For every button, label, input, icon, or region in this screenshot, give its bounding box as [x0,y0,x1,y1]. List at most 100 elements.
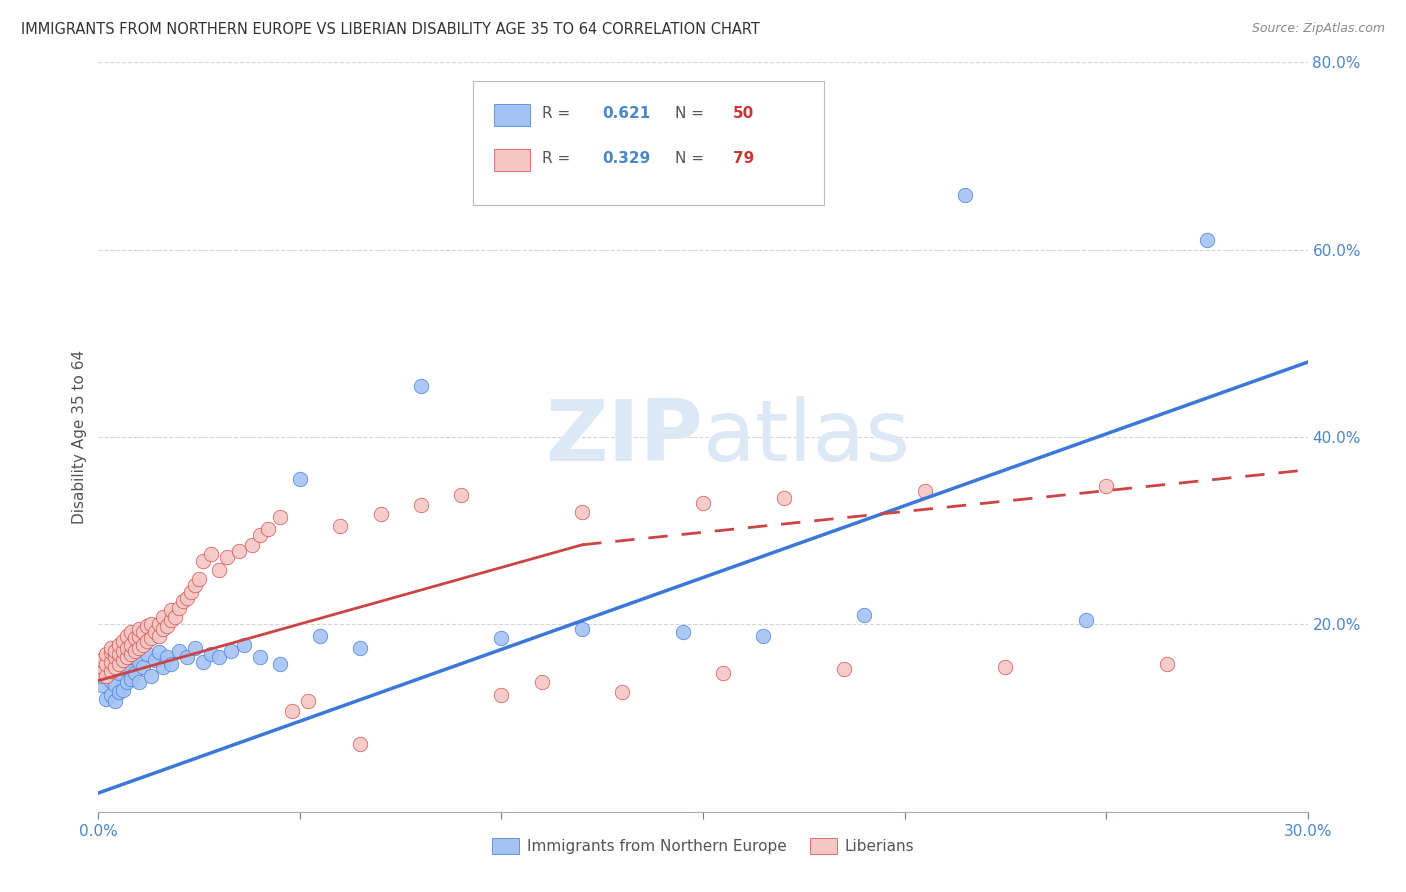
Point [914,484,936,499]
Text: R =: R = [543,106,575,121]
Point [232,638,254,652]
Point [103,659,125,673]
Point [409,378,432,392]
Point [132,659,155,673]
Point [180,584,202,599]
Point [107,685,129,699]
Point [100,664,122,679]
Point [148,646,170,660]
Point [143,653,166,667]
Point [156,650,179,665]
Point [200,648,222,662]
Point [124,632,146,646]
Point [249,650,271,665]
Text: 0.329: 0.329 [603,151,651,166]
Point [139,669,162,683]
Point [349,737,371,751]
Text: N =: N = [675,106,709,121]
Point [139,632,162,646]
Text: atlas: atlas [703,395,911,479]
Point [832,662,855,676]
Point [184,640,207,655]
Point [240,538,263,552]
FancyBboxPatch shape [474,81,824,205]
Point [128,675,150,690]
Point [953,188,976,202]
Point [100,673,122,688]
Point [96,648,118,662]
Point [530,675,553,690]
FancyBboxPatch shape [494,149,530,171]
Point [193,554,215,568]
Point [152,622,174,636]
Point [711,666,734,681]
Point [128,629,150,643]
Point [193,655,215,669]
Point [692,496,714,510]
Point [135,619,157,633]
Point [115,675,138,690]
Point [115,662,138,676]
Point [100,646,122,660]
Point [107,657,129,671]
Point [160,603,183,617]
Point [103,650,125,665]
Point [120,624,142,639]
Point [772,491,794,505]
Point [107,638,129,652]
Point [111,634,134,648]
Point [176,650,198,665]
Point [111,683,134,698]
Point [370,507,392,521]
Point [120,638,142,652]
Point [91,659,114,673]
Point [281,704,304,718]
Point [120,650,142,665]
Point [115,650,138,665]
Point [184,578,207,592]
Point [124,643,146,657]
Point [221,643,243,657]
Point [349,640,371,655]
Point [143,624,166,639]
Point [160,657,183,671]
Point [612,685,634,699]
Point [128,622,150,636]
Point [309,629,332,643]
Point [208,563,231,577]
Point [491,688,513,702]
Point [200,547,222,561]
Point [91,653,114,667]
Point [135,634,157,648]
Point [120,672,142,686]
Text: 0.621: 0.621 [603,106,651,121]
Point [1195,233,1218,247]
Point [103,643,125,657]
Text: Source: ZipAtlas.com: Source: ZipAtlas.com [1251,22,1385,36]
Point [249,528,271,542]
Point [188,573,211,587]
Point [672,624,695,639]
Point [148,629,170,643]
Point [156,619,179,633]
Point [1074,613,1097,627]
Point [96,657,118,671]
Text: IMMIGRANTS FROM NORTHERN EUROPE VS LIBERIAN DISABILITY AGE 35 TO 64 CORRELATION : IMMIGRANTS FROM NORTHERN EUROPE VS LIBER… [21,22,761,37]
Point [167,643,190,657]
Point [297,694,319,708]
Point [172,594,194,608]
Point [994,659,1017,673]
Text: N =: N = [675,151,709,166]
Text: R =: R = [543,151,575,166]
Point [228,544,250,558]
Point [96,669,118,683]
Point [120,648,142,662]
Point [288,472,311,486]
Point [167,600,190,615]
Point [853,608,876,623]
Point [217,549,239,564]
Point [103,659,125,673]
Point [132,638,155,652]
Point [571,622,593,636]
Point [269,509,291,524]
